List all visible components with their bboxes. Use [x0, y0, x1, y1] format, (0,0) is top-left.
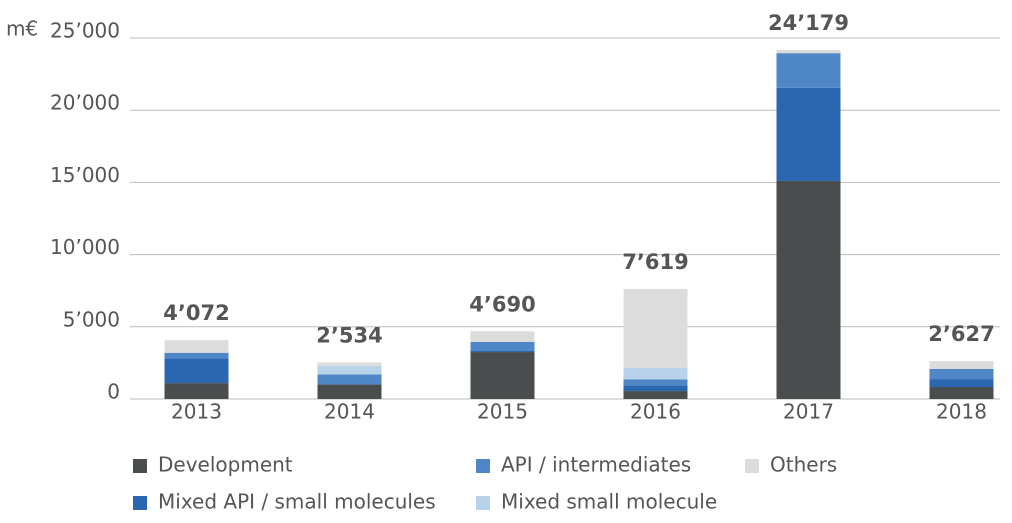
legend-label: Mixed small molecule — [501, 490, 717, 514]
bar-segment — [164, 352, 229, 359]
bar-segment — [470, 331, 535, 342]
legend-label: Mixed API / small molecules — [158, 490, 436, 514]
bar-segment — [623, 385, 688, 392]
y-tick-label: 15’000 — [50, 163, 120, 187]
bar-segment — [929, 379, 994, 388]
legend-label: API / intermediates — [501, 453, 691, 477]
bar-segment — [776, 53, 841, 88]
bar-segment — [929, 361, 994, 369]
legend-swatch — [476, 496, 490, 510]
y-tick-label: 10’000 — [50, 235, 120, 259]
y-tick-label: 5’000 — [63, 307, 120, 331]
y-tick-label: 0 — [107, 380, 120, 404]
y-axis-label: m€ — [6, 17, 38, 41]
x-tick-label: 2018 — [936, 400, 987, 424]
x-tick-label: 2013 — [171, 400, 222, 424]
bar-segment — [164, 383, 229, 399]
bar-segment — [623, 391, 688, 399]
bar-segment — [929, 387, 994, 399]
bar-segment — [317, 374, 382, 385]
bar-segment — [776, 49, 841, 54]
bar-segment — [317, 365, 382, 375]
bar-segment — [623, 288, 688, 368]
x-tick-label: 2015 — [477, 400, 528, 424]
legend-label: Others — [770, 453, 837, 477]
bar-segment — [470, 350, 535, 353]
bar-segment — [470, 341, 535, 351]
bar-segment — [317, 384, 382, 399]
total-label: 24’179 — [768, 11, 849, 35]
bar-segment — [164, 358, 229, 384]
legend-swatch — [133, 459, 147, 473]
y-tick-label: 20’000 — [50, 91, 120, 115]
total-label: 4’072 — [163, 301, 229, 325]
legend-swatch — [133, 496, 147, 510]
bar-segment — [623, 367, 688, 380]
total-label: 7’619 — [622, 250, 688, 274]
bar-segment — [164, 340, 229, 353]
x-tick-label: 2014 — [324, 400, 375, 424]
legend-swatch — [476, 459, 490, 473]
y-tick-label: 25’000 — [50, 19, 120, 43]
total-label: 4’690 — [469, 292, 535, 316]
bar-segment — [470, 352, 535, 399]
bar-segment — [776, 180, 841, 399]
legend-swatch — [745, 459, 759, 473]
total-label: 2’534 — [316, 323, 382, 347]
bar-segment — [317, 362, 382, 366]
x-tick-label: 2016 — [630, 400, 681, 424]
bar-segment — [623, 379, 688, 386]
bar-segment — [929, 368, 994, 380]
bar-segment — [776, 87, 841, 181]
total-label: 2’627 — [928, 322, 994, 346]
x-tick-label: 2017 — [783, 400, 834, 424]
legend-label: Development — [158, 453, 293, 477]
